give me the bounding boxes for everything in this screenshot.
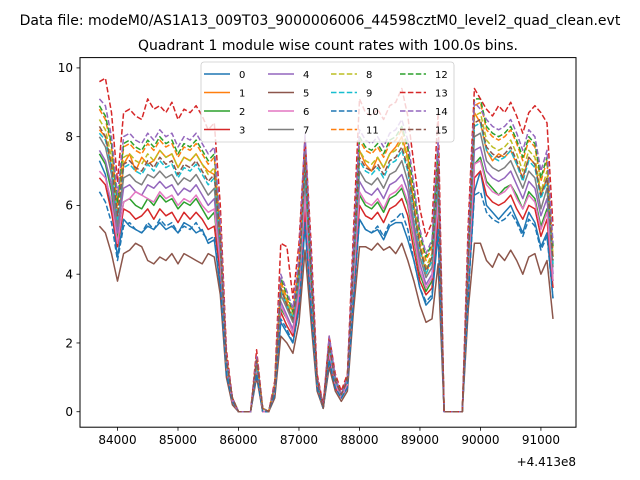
series-line-12: [98, 98, 554, 413]
y-tick-label: 10: [58, 61, 73, 75]
legend-label-13: 13: [435, 89, 448, 100]
series-line-15: [98, 118, 554, 413]
legend-label-8: 8: [366, 70, 372, 81]
legend-label-9: 9: [366, 89, 372, 100]
series-line-11: [98, 101, 554, 413]
legend-label-11: 11: [366, 126, 379, 137]
legend-label-4: 4: [303, 70, 309, 81]
legend-label-14: 14: [435, 107, 448, 118]
legend-label-7: 7: [303, 126, 309, 137]
legend-label-1: 1: [239, 89, 245, 100]
legend-label-0: 0: [239, 70, 245, 81]
x-tick-label: 87000: [280, 433, 318, 447]
x-tick-label: 89000: [401, 433, 439, 447]
x-tick-label: 85000: [159, 433, 197, 447]
y-tick-label: 6: [65, 199, 73, 213]
legend-label-5: 5: [303, 89, 309, 100]
legend-label-2: 2: [239, 107, 245, 118]
series-line-14: [98, 98, 554, 413]
x-tick-label: 86000: [219, 433, 257, 447]
x-offset-label: +4.413e8: [517, 455, 576, 469]
y-axis: 0 2 4 6 8 10: [58, 61, 80, 419]
y-tick-label: 0: [65, 405, 73, 419]
x-tick-label: 88000: [340, 433, 378, 447]
series-line-13: [99, 77, 554, 413]
x-tick-label: 84000: [98, 433, 136, 447]
legend-label-10: 10: [366, 107, 379, 118]
x-tick-label: 91000: [522, 433, 560, 447]
legend-label-12: 12: [435, 70, 448, 81]
series-line-10: [98, 190, 554, 413]
legend-box: [200, 61, 455, 143]
legend-label-3: 3: [239, 126, 245, 137]
plot-area: [98, 77, 554, 413]
x-axis: 84000 85000 86000 87000 88000 89000 90000 91000: [98, 427, 560, 447]
y-tick-label: 8: [65, 130, 73, 144]
chart-suptitle: Data file: modeM0/AS1A13_009T03_90000060…: [20, 13, 621, 29]
y-tick-label: 2: [65, 336, 73, 350]
series-line-8: [98, 111, 554, 413]
legend-label-15: 15: [435, 126, 448, 137]
plot-frame: [79, 57, 577, 428]
x-tick-label: 90000: [461, 433, 499, 447]
y-tick-label: 4: [65, 268, 73, 282]
chart-title: Quadrant 1 module wise count rates with …: [138, 38, 518, 54]
legend-label-6: 6: [303, 107, 309, 118]
